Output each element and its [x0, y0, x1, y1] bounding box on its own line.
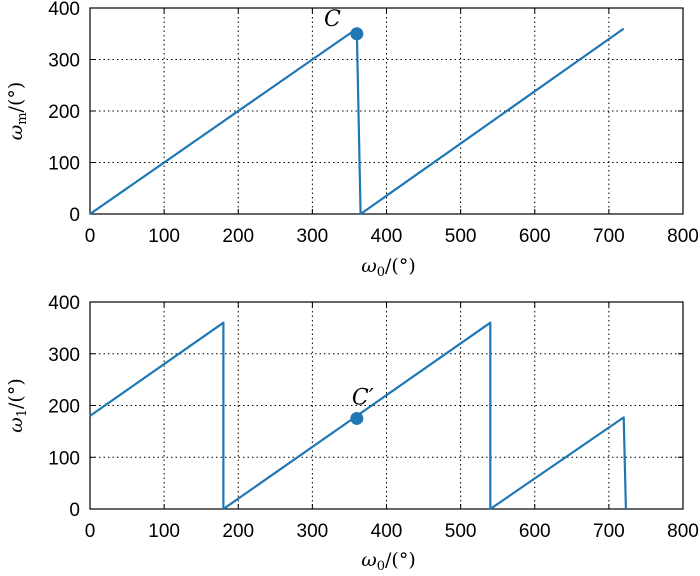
- x-tick-label: 700: [593, 226, 625, 247]
- x-tick-label: 600: [519, 521, 551, 542]
- data-point-c-prime: [350, 411, 364, 425]
- series-line: [89, 321, 627, 511]
- x-tick-label: 600: [519, 226, 551, 247]
- y-tick-label: 200: [48, 102, 80, 123]
- y-tick-label: 400: [48, 0, 80, 20]
- x-tick-label: 0: [85, 521, 96, 542]
- x-tick-label: 100: [148, 521, 180, 542]
- point-label: C: [324, 7, 341, 32]
- y-tick-label: 300: [48, 345, 80, 366]
- chart-panel-2: 0 100 200 300 400 500 600 700 800 0 100 200 300 400 ω0…: [5, 293, 699, 574]
- y-tick-label: 100: [48, 154, 80, 175]
- x-tick-label: 400: [371, 521, 403, 542]
- chart-panel-1: 0 100 200 300 400 500 600 700 800 0 100 200 300 400 ω0…: [5, 0, 699, 280]
- x-axis-label: ω0/(°): [361, 255, 416, 280]
- series-line: [89, 27, 625, 216]
- y-tick-label: 400: [48, 293, 80, 314]
- x-tick-label: 200: [222, 226, 254, 247]
- data-point-c: [350, 27, 364, 41]
- x-tick-label: 800: [667, 226, 699, 247]
- y-axis-label: ωm/(°): [5, 82, 30, 141]
- x-axis-label: ω0/(°): [361, 549, 416, 574]
- y-axis-label: ω1/(°): [5, 378, 30, 433]
- x-tick-label: 400: [371, 226, 403, 247]
- y-tick-label: 0: [69, 205, 80, 226]
- x-tick-label: 200: [222, 521, 254, 542]
- x-tick-label: 300: [297, 521, 329, 542]
- y-tick-label: 200: [48, 397, 80, 418]
- x-tick-label: 800: [667, 521, 699, 542]
- x-tick-label: 300: [297, 226, 329, 247]
- point-label: C′: [352, 385, 374, 410]
- y-tick-label: 300: [48, 51, 80, 72]
- x-tick-label: 500: [445, 521, 477, 542]
- x-tick-label: 100: [148, 226, 180, 247]
- x-tick-label: 0: [85, 226, 96, 247]
- x-tick-label: 500: [445, 226, 477, 247]
- y-tick-label: 100: [48, 448, 80, 469]
- x-tick-label: 700: [593, 521, 625, 542]
- y-tick-label: 0: [69, 500, 80, 521]
